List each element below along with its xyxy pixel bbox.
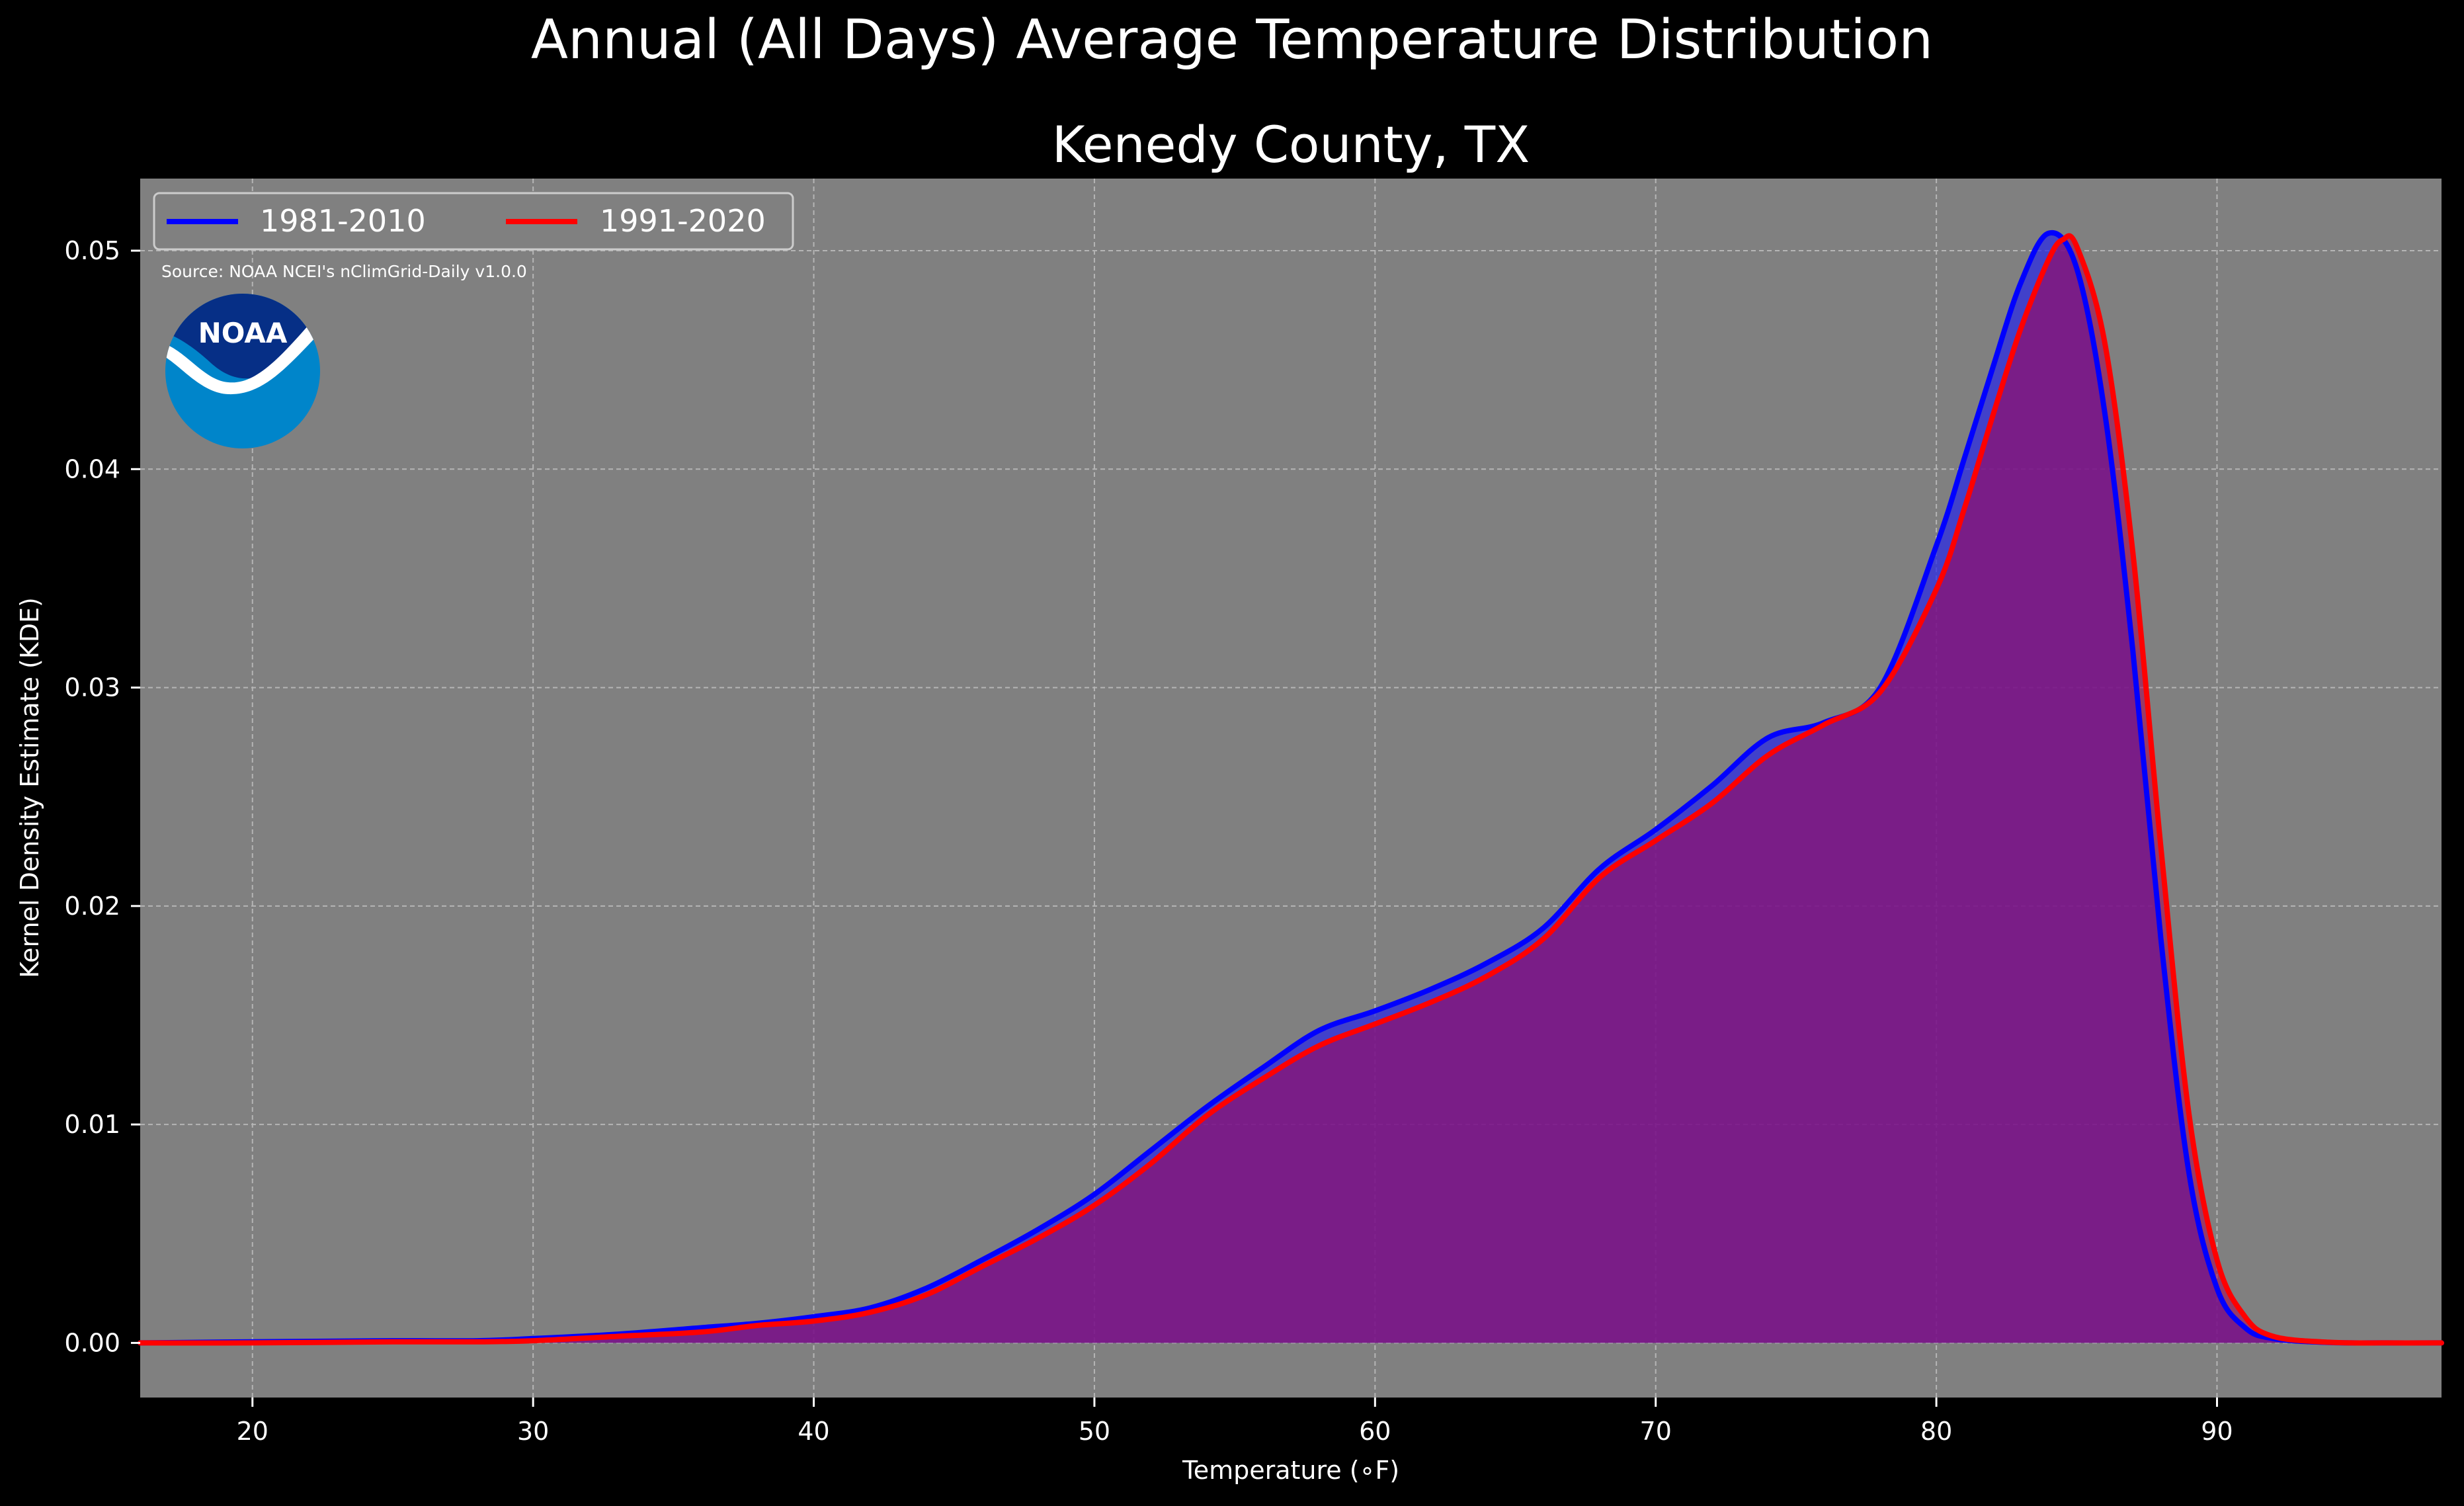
x-tick-label: 70 <box>1640 1417 1672 1446</box>
x-tick-label: 60 <box>1359 1417 1391 1446</box>
x-axis-ticks: 20 30 40 50 60 70 80 90 <box>237 1398 2233 1446</box>
y-tick-label: 0.02 <box>64 892 120 921</box>
logo-bird-swoosh <box>165 319 319 395</box>
logo-text: NOAA <box>198 317 288 349</box>
x-tick-label: 50 <box>1079 1417 1110 1446</box>
x-tick-label: 80 <box>1920 1417 1952 1446</box>
legend-label-1991-2020: 1991-2020 <box>600 203 766 239</box>
series-fills <box>140 232 2442 1343</box>
legend-label-1981-2010: 1981-2010 <box>260 203 426 239</box>
x-tick-label: 30 <box>517 1417 549 1446</box>
legend-box <box>153 192 794 251</box>
legend: 1981-2010 1991-2020 <box>153 192 794 251</box>
chart-title: Kenedy County, TX <box>1052 115 1530 174</box>
chart-suptitle: Annual (All Days) Average Temperature Di… <box>531 9 1933 71</box>
series-line-1991-2020 <box>138 233 2444 1346</box>
y-tick-label: 0.00 <box>64 1328 120 1357</box>
source-note: Source: NOAA NCEI's nClimGrid-Daily v1.0… <box>161 262 527 281</box>
y-tick-label: 0.04 <box>64 454 120 483</box>
x-tick-label: 40 <box>798 1417 829 1446</box>
x-tick-label: 20 <box>237 1417 268 1446</box>
series-lines <box>138 230 2444 1346</box>
y-tick-label: 0.01 <box>64 1110 120 1139</box>
series-fill-1991-2020 <box>140 235 2442 1343</box>
x-axis-label: Temperature (∘F) <box>1182 1456 1399 1485</box>
x-tick-label: 90 <box>2201 1417 2233 1446</box>
y-axis-ticks: 0.00 0.01 0.02 0.03 0.04 0.05 <box>64 236 140 1357</box>
y-tick-label: 0.05 <box>64 236 120 265</box>
y-tick-label: 0.03 <box>64 673 120 702</box>
y-axis-label: Kernel Density Estimate (KDE) <box>15 597 44 978</box>
